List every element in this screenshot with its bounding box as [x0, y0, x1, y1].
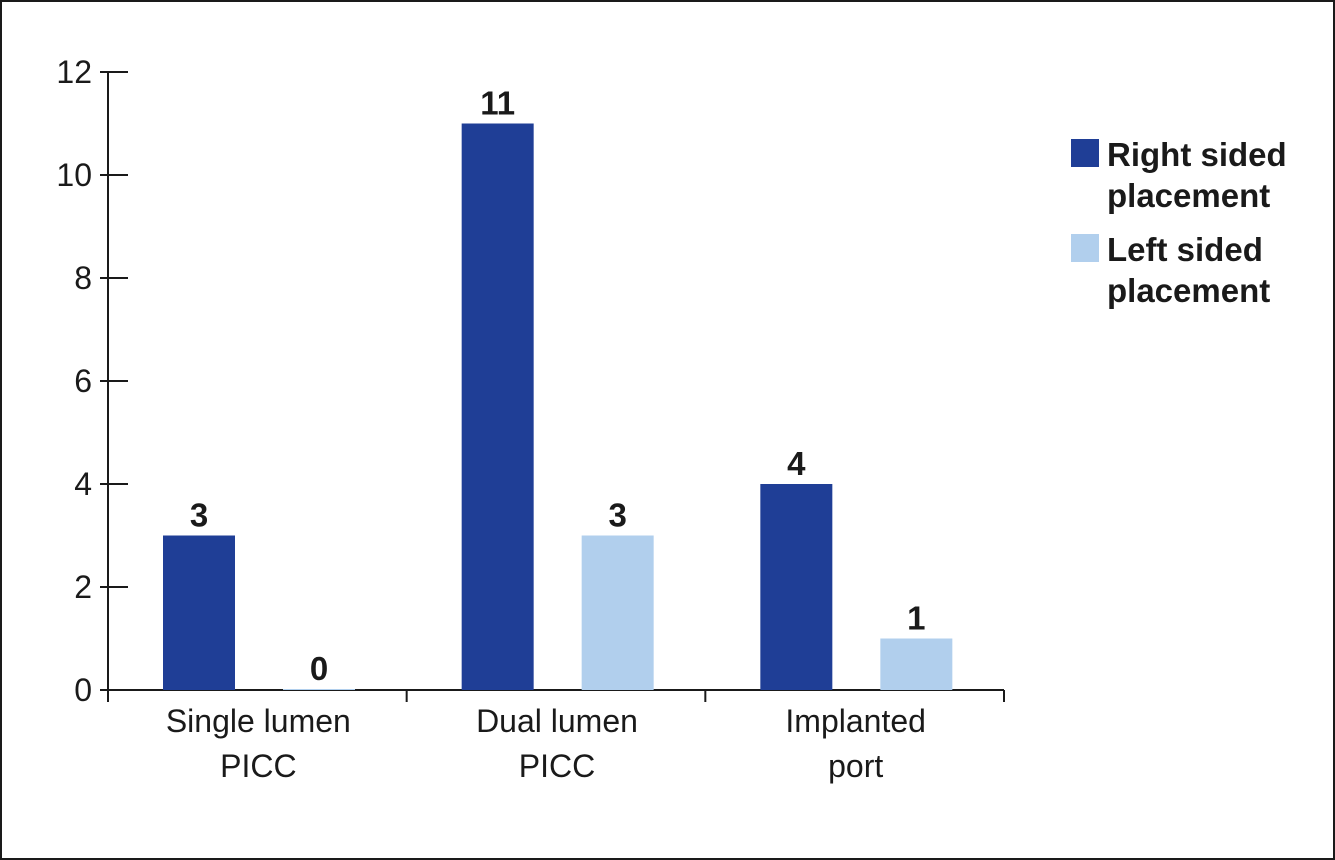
- legend-swatch: [1071, 234, 1099, 262]
- data-label: 3: [190, 497, 208, 534]
- y-tick-label: 10: [56, 157, 92, 193]
- data-labels: 3 11 4 0 3 1: [190, 85, 926, 688]
- x-tick-label: Single lumen PICC: [166, 703, 351, 784]
- y-tick-label: 4: [74, 466, 92, 502]
- bar: [880, 638, 953, 690]
- legend: Right sided placement Left sided placement: [1071, 136, 1287, 309]
- legend-label: Left sided placement: [1107, 231, 1270, 309]
- bar: [760, 484, 833, 690]
- x-tick-label: Implanted port: [785, 703, 926, 784]
- bar: [163, 535, 235, 690]
- x-tick-label: Dual lumen PICC: [476, 703, 638, 784]
- data-label: 11: [480, 85, 515, 122]
- y-tick-label: 8: [74, 260, 92, 296]
- data-label: 4: [787, 445, 806, 482]
- data-label: 3: [608, 497, 626, 534]
- bar: [581, 535, 654, 690]
- y-tick-label: 6: [74, 363, 92, 399]
- data-label: 1: [907, 600, 925, 637]
- bar: [461, 123, 534, 690]
- legend-label: Right sided placement: [1107, 136, 1287, 214]
- data-label: 0: [310, 650, 328, 687]
- bar: [283, 689, 355, 690]
- y-tick-label: 2: [74, 569, 92, 605]
- legend-swatch: [1071, 139, 1099, 167]
- y-tick-label: 12: [56, 54, 92, 90]
- y-tick-label: 0: [74, 672, 92, 708]
- bars: [163, 123, 953, 690]
